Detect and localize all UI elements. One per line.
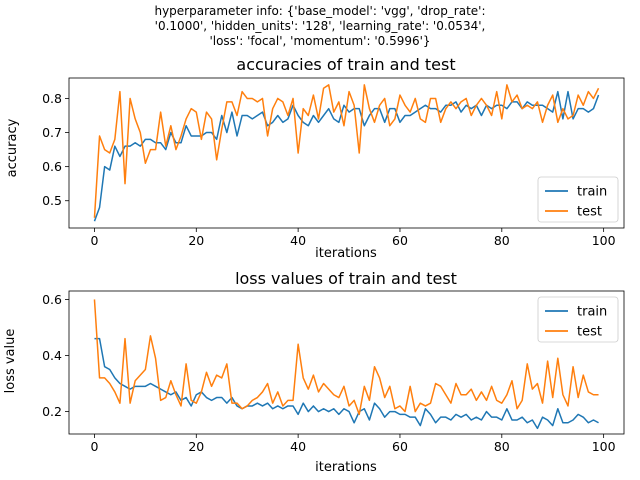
- accuracy-chart-marks: 0 20 40 60 80 100 0.5 0.6 0.7 0.8 train test: [42, 77, 625, 248]
- accuracy-y-tick-label: 0.6: [42, 159, 62, 174]
- loss-y-tick-label: 0.4: [42, 348, 62, 363]
- loss-y-tick-label: 0.6: [42, 292, 62, 307]
- loss-x-tick-label: 40: [290, 439, 306, 454]
- suptitle-line-2: '0.1000', 'hidden_units': '128', 'learni…: [155, 19, 486, 33]
- accuracy-x-tick-label: 20: [188, 233, 204, 248]
- loss-x-axis-label: iterations: [315, 460, 377, 475]
- loss-x-tick-label: 80: [494, 439, 510, 454]
- accuracy-chart-title: accuracies of train and test: [236, 55, 455, 74]
- loss-series-test-line: [93, 299, 599, 416]
- loss-legend-label-test: test: [577, 325, 602, 340]
- accuracy-legend: train test: [537, 176, 619, 223]
- loss-series-train-line: [94, 337, 599, 430]
- accuracy-legend-label-test: test: [577, 205, 602, 220]
- accuracy-x-tick-label: 0: [90, 233, 98, 248]
- accuracy-y-axis-label: accuracy: [5, 118, 20, 177]
- accuracy-x-tick-label: 80: [494, 233, 510, 248]
- loss-y-axis-label: loss value: [3, 329, 18, 394]
- accuracy-series-test-line: [93, 84, 600, 218]
- accuracy-y-tick-label: 0.7: [42, 125, 62, 140]
- accuracy-axes-frame: [68, 77, 625, 229]
- loss-x-tick-label: 20: [188, 439, 204, 454]
- loss-chart-title: loss values of train and test: [235, 269, 457, 288]
- accuracy-y-tick-label: 0.8: [42, 91, 62, 106]
- accuracy-x-tick-label: 100: [592, 233, 616, 248]
- loss-x-tick-label: 60: [392, 439, 408, 454]
- figure-suptitle: hyperparameter info: {'base_model': 'vgg…: [154, 4, 485, 48]
- suptitle-line-3: 'loss': 'focal', 'momentum': '0.5996'}: [209, 34, 430, 48]
- accuracy-y-tick-label: 0.5: [42, 193, 62, 208]
- loss-x-tick-label: 0: [90, 439, 98, 454]
- accuracy-legend-label-train: train: [577, 185, 607, 200]
- accuracy-x-tick-label: 40: [290, 233, 306, 248]
- suptitle-line-1: hyperparameter info: {'base_model': 'vgg…: [154, 4, 485, 18]
- loss-chart-marks: 0 20 40 60 80 100 0.2 0.4 0.6 train test: [42, 290, 625, 454]
- accuracy-x-axis-label: iterations: [315, 246, 377, 261]
- loss-axes-frame: [68, 290, 625, 435]
- loss-y-tick-label: 0.2: [42, 404, 62, 419]
- accuracy-x-tick-label: 60: [392, 233, 408, 248]
- loss-legend-label-train: train: [577, 305, 607, 320]
- loss-x-tick-label: 100: [592, 439, 616, 454]
- loss-subplot: loss values of train and test iterations…: [3, 269, 625, 475]
- accuracy-subplot: accuracies of train and test iterations …: [5, 55, 625, 261]
- loss-legend: train test: [537, 296, 619, 343]
